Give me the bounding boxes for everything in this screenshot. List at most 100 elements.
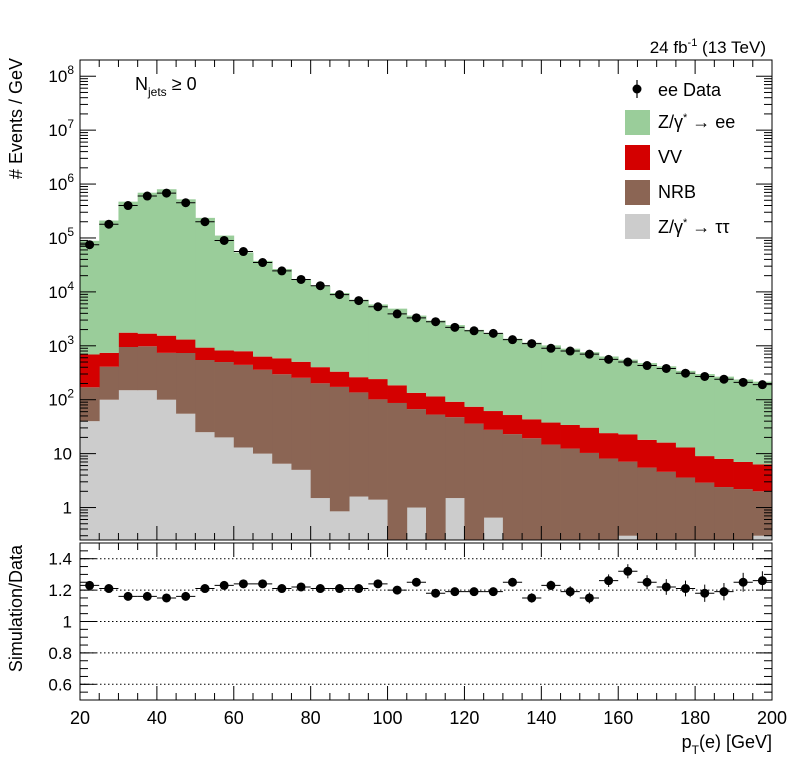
bar: [656, 366, 677, 443]
series-vv: [80, 332, 773, 492]
ratio-point: [200, 584, 210, 594]
data-points: [80, 188, 772, 390]
data-point: [373, 302, 383, 312]
bar: [253, 453, 273, 540]
bar: [599, 433, 619, 459]
bar: [118, 390, 139, 540]
bar: [464, 423, 485, 540]
bar: [99, 352, 119, 367]
bar: [329, 511, 350, 540]
ratio-point: [450, 587, 460, 597]
bar: [368, 304, 388, 380]
bar: [176, 339, 196, 354]
data-point: [258, 258, 268, 268]
data-point: [162, 188, 171, 198]
data-point: [604, 354, 614, 364]
data-point: [411, 313, 421, 323]
ratio-point: [508, 577, 517, 587]
ratio-point: [719, 587, 729, 597]
bar: [426, 320, 446, 397]
bar: [368, 499, 388, 540]
legend-label-ztt: Z/γ* → ττ: [658, 217, 730, 237]
bar: [329, 386, 350, 512]
bar: [656, 471, 677, 540]
bar: [99, 220, 119, 353]
legend-entry-data: ee Data: [632, 80, 722, 100]
data-point: [296, 274, 306, 284]
bar: [560, 448, 581, 540]
bar: [80, 421, 100, 540]
data-point: [219, 235, 229, 245]
bar: [733, 489, 754, 540]
bar: [137, 346, 158, 391]
top-axes: 1 10 102 103 104 105 106 107 108: [48, 60, 773, 540]
bar: [137, 333, 158, 347]
series-z-: [80, 390, 773, 540]
bar: [214, 362, 235, 438]
data-point: [181, 198, 191, 208]
legend-entry-nrb: NRB: [625, 180, 696, 205]
x-tick-label: 20: [70, 708, 90, 728]
bar: [406, 315, 427, 393]
ratio-points: [80, 564, 772, 604]
bar: [618, 461, 638, 536]
bar: [156, 335, 177, 353]
data-point: [565, 346, 575, 356]
ratio-point: [238, 579, 248, 589]
data-point: [238, 247, 248, 257]
ratio-point: [488, 587, 498, 597]
bar: [291, 279, 312, 362]
x-axis-title: pT(e) [GeV]: [682, 732, 772, 757]
bar: [195, 347, 215, 361]
bar: [618, 535, 638, 540]
bar: [541, 444, 561, 540]
y-tick-label: 105: [48, 225, 74, 248]
ratio-point: [354, 584, 364, 594]
bar: [464, 406, 485, 424]
ratio-y-tick-label: 1.4: [48, 550, 72, 569]
bar: [387, 308, 408, 386]
data-point: [623, 357, 633, 367]
y-tick-label: 104: [48, 279, 74, 302]
ratio-point: [565, 587, 575, 597]
bar: [637, 363, 658, 440]
legend-label-zee: Z/γ* → ee: [658, 112, 735, 132]
bar: [541, 345, 561, 423]
ratio-point: [373, 579, 383, 589]
bar: [272, 463, 292, 540]
data-point: [661, 363, 671, 373]
data-point: [719, 374, 729, 384]
y-tick-label: 102: [48, 387, 74, 410]
bar: [233, 351, 254, 365]
ratio-point: [623, 566, 633, 576]
ratio-y-tick-label: 1: [63, 613, 72, 632]
bar: [368, 379, 388, 400]
bar: [214, 437, 235, 540]
bottom-frame: [79, 542, 773, 701]
top-frame: [79, 59, 773, 541]
legend: ee Data Z/γ* → ee VV NRB Z/γ* → ττ: [625, 80, 735, 239]
bar: [426, 396, 446, 415]
bar: [329, 371, 350, 387]
data-point: [200, 217, 210, 227]
y-tick-label: 1: [63, 499, 72, 518]
x-tick-label: 60: [224, 708, 244, 728]
bar: [195, 217, 215, 348]
x-tick-label: 40: [147, 708, 167, 728]
ratio-gridlines: [80, 558, 772, 685]
bar: [156, 352, 177, 400]
legend-entry-ztt: Z/γ* → ττ: [625, 214, 730, 239]
ratio-point: [431, 588, 441, 598]
legend-entry-vv: VV: [625, 145, 682, 170]
legend-data-marker: [632, 84, 642, 94]
bar: [310, 498, 331, 540]
bar: [560, 348, 581, 425]
bar: [349, 299, 369, 378]
ratio-point: [219, 580, 229, 590]
legend-swatch-ztt: [625, 214, 650, 239]
bar: [714, 458, 734, 488]
ratio-point: [642, 577, 652, 587]
data-point: [757, 380, 767, 390]
bar: [502, 415, 523, 435]
